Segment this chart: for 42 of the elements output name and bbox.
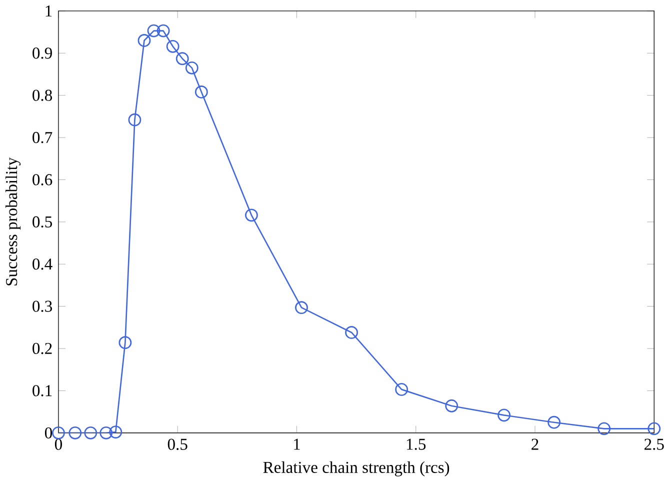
point xyxy=(445,399,458,412)
x-axis-title: Relative chain strength (rcs) xyxy=(263,461,450,476)
point xyxy=(185,62,198,74)
point xyxy=(648,422,661,436)
y-tick-label: 0.8 xyxy=(32,90,52,102)
point xyxy=(245,208,258,222)
y-tick-label: 0.3 xyxy=(32,300,52,312)
x-tick-label: 0.5 xyxy=(168,438,188,450)
point xyxy=(345,326,358,339)
point xyxy=(138,34,151,47)
y-tick-label: 0.7 xyxy=(32,132,52,144)
point xyxy=(194,86,208,98)
x-tick-label: 2.5 xyxy=(644,438,664,450)
point xyxy=(118,336,132,350)
point xyxy=(598,422,611,436)
point xyxy=(147,24,160,38)
point xyxy=(498,408,510,422)
point xyxy=(166,40,180,53)
y-tick-label: 1 xyxy=(46,6,52,16)
point xyxy=(548,416,561,429)
point xyxy=(156,24,170,38)
y-tick-label: 0.2 xyxy=(32,342,52,354)
y-tick-label: 0.6 xyxy=(32,174,52,186)
point xyxy=(128,113,142,126)
point xyxy=(295,301,308,314)
x-tick-label: 0 xyxy=(54,438,62,450)
point xyxy=(68,426,82,440)
x-tick-label: 2 xyxy=(532,438,538,450)
point xyxy=(84,426,98,440)
point xyxy=(52,426,65,440)
point xyxy=(395,383,408,396)
y-tick-label: 0.9 xyxy=(32,48,52,59)
point xyxy=(109,426,122,439)
point xyxy=(176,52,189,66)
x-tick-label: 1 xyxy=(294,438,300,450)
y-tick-label: 0.1 xyxy=(32,385,52,396)
y-axis-title: Success probability xyxy=(6,157,21,286)
y-tick-label: 0.4 xyxy=(32,258,52,270)
y-tick-label: 0.5 xyxy=(32,216,52,228)
y-tick-label: 0 xyxy=(44,427,52,439)
x-tick-label: 1.5 xyxy=(406,438,426,450)
point xyxy=(100,426,113,440)
